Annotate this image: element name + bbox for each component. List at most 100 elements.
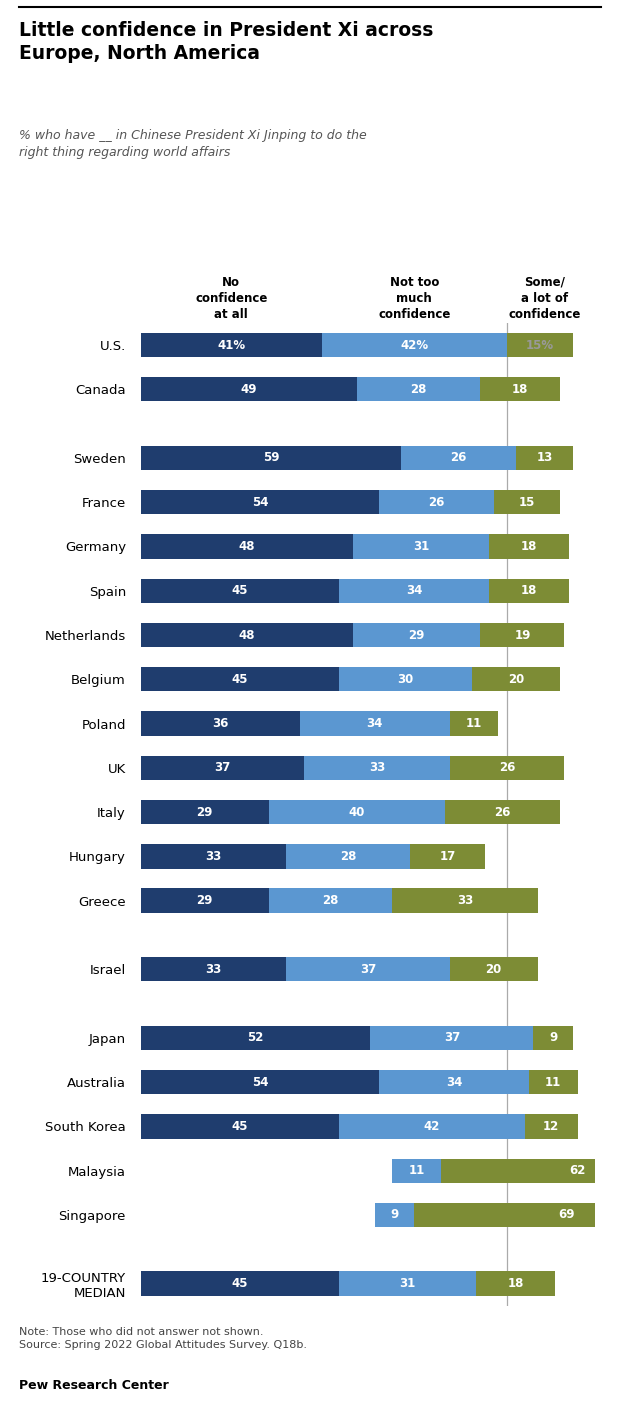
Bar <box>141 535 353 559</box>
Bar <box>286 844 410 869</box>
Bar <box>339 578 489 602</box>
Text: Not too
much
confidence: Not too much confidence <box>378 275 451 320</box>
Text: 28: 28 <box>322 894 339 907</box>
Bar <box>379 490 494 514</box>
Text: 9: 9 <box>391 1209 399 1221</box>
Text: 45: 45 <box>232 673 249 685</box>
Bar <box>489 535 569 559</box>
Bar <box>357 378 480 402</box>
Text: 11: 11 <box>545 1075 562 1088</box>
Text: 29: 29 <box>409 629 425 642</box>
Text: 26: 26 <box>494 806 511 819</box>
Bar <box>141 1115 339 1139</box>
Bar <box>141 755 304 781</box>
Bar <box>299 712 450 736</box>
Text: 37: 37 <box>360 963 376 976</box>
Text: 45: 45 <box>232 1120 249 1133</box>
Text: 33: 33 <box>369 761 385 775</box>
Text: 18: 18 <box>512 383 528 396</box>
Bar <box>370 1026 533 1050</box>
Text: 15: 15 <box>519 496 535 508</box>
Bar <box>441 1158 620 1182</box>
Text: 45: 45 <box>232 1278 249 1290</box>
Bar <box>141 1272 339 1296</box>
Bar <box>450 958 538 981</box>
Bar <box>414 1203 620 1227</box>
Text: 42: 42 <box>424 1120 440 1133</box>
Text: 12: 12 <box>543 1120 559 1133</box>
Text: Note: Those who did not answer not shown.
Source: Spring 2022 Global Attitudes S: Note: Those who did not answer not shown… <box>19 1327 307 1351</box>
Bar <box>141 1026 370 1050</box>
Bar <box>141 800 268 824</box>
Bar <box>141 958 286 981</box>
Text: 37: 37 <box>444 1032 460 1045</box>
Text: 54: 54 <box>252 496 268 508</box>
Bar <box>141 333 322 357</box>
Text: 30: 30 <box>397 673 414 685</box>
Bar <box>445 800 560 824</box>
Bar <box>533 1026 573 1050</box>
Text: 11: 11 <box>466 717 482 730</box>
Text: 34: 34 <box>366 717 383 730</box>
Text: 31: 31 <box>399 1278 416 1290</box>
Bar <box>392 1158 441 1182</box>
Bar <box>322 333 507 357</box>
Text: 26: 26 <box>428 496 445 508</box>
Text: 42%: 42% <box>401 338 428 351</box>
Text: 36: 36 <box>212 717 228 730</box>
Text: % who have __ in Chinese President Xi Jinping to do the
right thing regarding wo: % who have __ in Chinese President Xi Ji… <box>19 129 366 159</box>
Text: 69: 69 <box>558 1209 575 1221</box>
Text: 34: 34 <box>446 1075 463 1088</box>
Bar <box>472 667 560 692</box>
Text: 19: 19 <box>514 629 531 642</box>
Text: 20: 20 <box>508 673 524 685</box>
Bar <box>450 755 564 781</box>
Text: 29: 29 <box>197 806 213 819</box>
Bar <box>507 333 573 357</box>
Bar <box>339 1272 476 1296</box>
Text: Pew Research Center: Pew Research Center <box>19 1379 169 1391</box>
Bar <box>286 958 450 981</box>
Text: 31: 31 <box>413 541 429 553</box>
Bar <box>379 1070 529 1094</box>
Text: 20: 20 <box>485 963 502 976</box>
Bar <box>353 535 489 559</box>
Text: 13: 13 <box>536 452 552 465</box>
Text: 33: 33 <box>205 849 222 863</box>
Text: 48: 48 <box>239 541 255 553</box>
Bar <box>141 490 379 514</box>
Bar <box>339 1115 525 1139</box>
Bar <box>141 844 286 869</box>
Text: 41%: 41% <box>217 338 246 351</box>
Text: Little confidence in President Xi across
Europe, North America: Little confidence in President Xi across… <box>19 21 433 63</box>
Bar <box>141 446 401 470</box>
Text: 28: 28 <box>340 849 356 863</box>
Bar <box>450 712 498 736</box>
Text: 45: 45 <box>232 584 249 597</box>
Text: 33: 33 <box>457 894 473 907</box>
Text: 18: 18 <box>521 541 537 553</box>
Text: 33: 33 <box>205 963 222 976</box>
Bar <box>141 578 339 602</box>
Text: 40: 40 <box>349 806 365 819</box>
Bar <box>480 378 560 402</box>
Text: 62: 62 <box>569 1164 586 1177</box>
Text: 26: 26 <box>498 761 515 775</box>
Bar <box>141 712 299 736</box>
Bar <box>410 844 485 869</box>
Bar <box>141 623 353 647</box>
Bar <box>489 578 569 602</box>
Text: 18: 18 <box>521 584 537 597</box>
Bar <box>268 889 392 913</box>
Bar <box>529 1070 578 1094</box>
Text: 34: 34 <box>406 584 422 597</box>
Bar <box>304 755 450 781</box>
Text: 59: 59 <box>263 452 279 465</box>
Bar <box>516 446 573 470</box>
Text: 29: 29 <box>197 894 213 907</box>
Text: Some/
a lot of
confidence: Some/ a lot of confidence <box>508 275 581 320</box>
Text: 28: 28 <box>410 383 427 396</box>
Text: 37: 37 <box>215 761 231 775</box>
Bar <box>141 889 268 913</box>
Text: 49: 49 <box>241 383 257 396</box>
